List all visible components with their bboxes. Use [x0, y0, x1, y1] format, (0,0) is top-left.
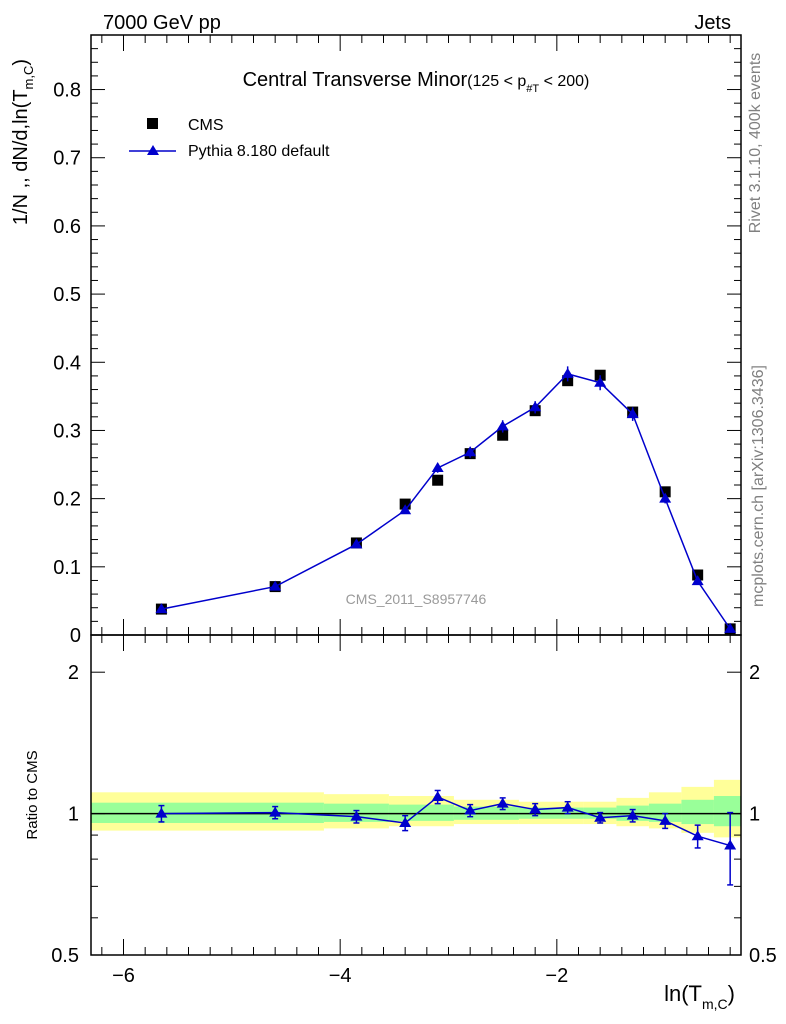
x-axis-label: ln(Tm,C)	[664, 981, 735, 1012]
ratio-y-tick-label-left: 1	[68, 804, 79, 826]
pythia-line	[161, 373, 731, 630]
cms-point	[497, 429, 509, 441]
legend-cms-marker	[147, 118, 158, 129]
x-tick-label: −2	[545, 965, 568, 987]
y-tick-label: 0.6	[53, 216, 81, 238]
rivet-label: Rivet 3.1.10, 400k events	[747, 53, 764, 234]
pythia-point	[399, 504, 412, 515]
y-tick-label: 0.4	[53, 352, 81, 374]
ratio-pythia-series	[155, 789, 737, 886]
legend-pythia-marker	[147, 145, 159, 155]
main-panel: Central Transverse Minor(125 < p#T < 200…	[10, 34, 742, 647]
plot-title: Central Transverse Minor(125 < p#T < 200…	[243, 69, 590, 95]
legend-pythia-label: Pythia 8.180 default	[188, 143, 330, 160]
pythia-point	[626, 408, 639, 419]
ratio-y-tick-label-right: 0.5	[749, 945, 777, 967]
ratio-y-tick-label-left: 0.5	[51, 945, 79, 967]
pythia-point	[350, 538, 363, 549]
pythia-point	[496, 420, 509, 431]
ratio-pythia-point	[594, 811, 607, 822]
ratio-pythia-point	[155, 807, 168, 818]
main-x-ticks	[101, 35, 731, 635]
ratio-pythia-point	[659, 814, 672, 825]
process-label: Jets	[694, 12, 731, 34]
y-tick-label: 0.3	[53, 420, 81, 442]
ratio-pythia-point	[561, 801, 574, 812]
pythia-series	[155, 366, 737, 633]
ratio-pythia-point	[691, 830, 704, 841]
ratio-bands	[91, 779, 741, 838]
ratio-band-inner	[648, 803, 682, 822]
x-tick-label: −6	[112, 965, 135, 987]
pythia-point	[594, 376, 607, 387]
main-y-axis-label: 1/N ,, dN/d,ln(Tm,C)	[10, 59, 36, 225]
y-tick-label: 0.7	[53, 148, 81, 170]
y-tick-label: 0	[70, 625, 81, 647]
mcplots-label: mcplots.cern.ch [arXiv:1306.3436]	[750, 365, 767, 607]
pythia-point	[529, 401, 542, 412]
pythia-point	[561, 367, 574, 378]
cms-point	[659, 486, 671, 498]
pythia-point	[659, 492, 672, 503]
ratio-pythia-point	[529, 803, 542, 814]
pythia-point	[269, 580, 282, 591]
pythia-point	[155, 603, 168, 614]
watermark: CMS_2011_S8957746	[346, 591, 487, 607]
ratio-y-tick-label-right: 2	[749, 662, 760, 684]
ratio-pythia-line	[161, 796, 731, 847]
ratio-pythia-point	[399, 816, 412, 827]
cms-point	[692, 569, 704, 581]
ratio-frame	[90, 634, 742, 956]
ratio-pythia-point	[431, 790, 444, 801]
ratio-band-inner	[713, 796, 741, 827]
ratio-y-axis-label: Ratio to CMS	[24, 750, 41, 839]
ratio-band-inner	[388, 804, 454, 821]
ratio-y-tick-label-right: 1	[749, 804, 760, 826]
pythia-point	[724, 622, 737, 633]
energy-label: 7000 GeV pp	[103, 12, 221, 34]
ratio-panel: Ratio to CMS ln(Tm,C) 0.5 0.5 1 1 2 2 −6 −4 −2	[24, 634, 777, 1012]
ratio-y-tick-label-left: 2	[68, 662, 79, 684]
pythia-point	[464, 446, 477, 457]
cms-point	[432, 474, 444, 486]
ratio-pythia-point	[724, 839, 737, 850]
y-tick-label: 0.5	[53, 284, 81, 306]
ratio-x-ticks: −6 −4 −2	[101, 635, 731, 987]
ratio-pythia-point	[269, 806, 282, 817]
ratio-pythia-point	[626, 809, 639, 820]
ratio-pythia-point	[464, 804, 477, 815]
y-tick-label: 0.2	[53, 489, 81, 511]
pythia-point	[691, 575, 704, 586]
x-tick-label: −4	[329, 965, 352, 987]
y-tick-label: 0.8	[53, 80, 81, 102]
ratio-y-ticks: 0.5 0.5 1 1 2 2	[51, 662, 777, 967]
main-y-ticks: 0 0.1 0.2 0.3 0.4 0.5 0.6 0.7 0.8	[53, 48, 741, 647]
legend: CMS Pythia 8.180 default	[129, 117, 330, 160]
pythia-point	[431, 461, 444, 472]
cms-point	[399, 498, 411, 510]
ratio-pythia-point	[496, 797, 509, 808]
ratio-pythia-point	[350, 810, 363, 821]
ratio-band-inner	[681, 799, 714, 825]
legend-cms-label: CMS	[188, 117, 224, 134]
y-tick-label: 0.1	[53, 557, 81, 579]
